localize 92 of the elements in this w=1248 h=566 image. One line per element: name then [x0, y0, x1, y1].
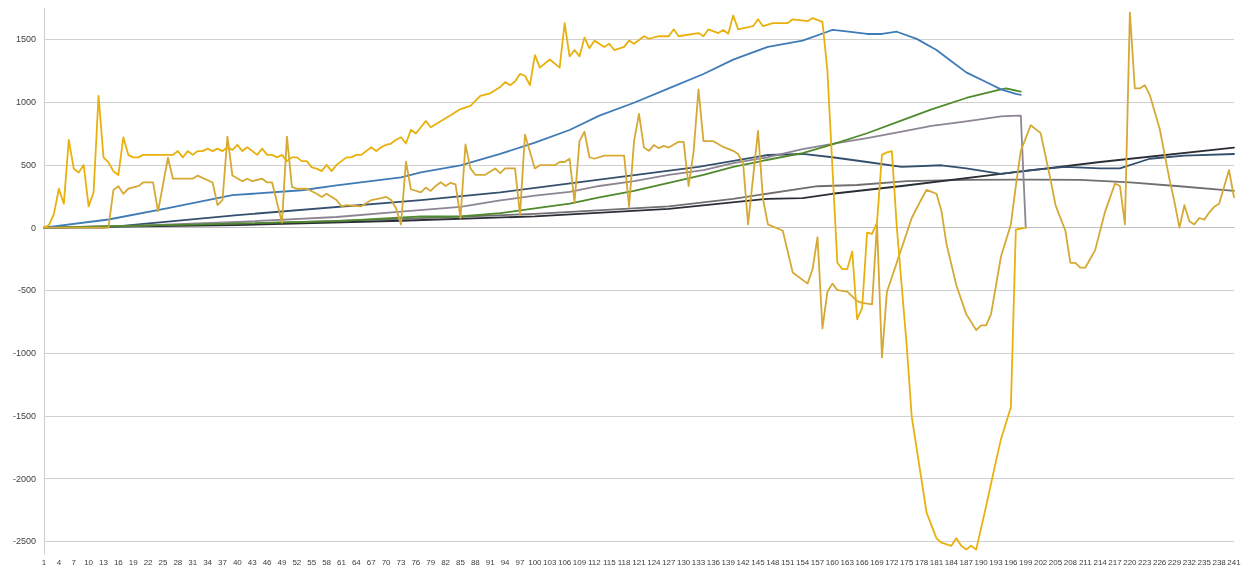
y-tick-label: 1500: [15, 34, 36, 45]
x-tick-label: 58: [322, 557, 332, 566]
x-tick-label: 202: [1033, 557, 1048, 566]
x-tick-label: 160: [825, 557, 840, 566]
x-tick-label: 85: [456, 557, 466, 566]
x-tick-label: 55: [307, 557, 317, 566]
x-tick-label: 91: [485, 557, 496, 566]
x-tick-label: 28: [173, 557, 183, 566]
x-tick-label: 88: [470, 557, 481, 566]
x-tick-label: 22: [143, 557, 154, 566]
x-tick-label: 19: [128, 557, 139, 566]
x-tick-label: 205: [1048, 557, 1063, 566]
x-tick-label: 214: [1093, 557, 1108, 566]
y-tick-label: -1000: [12, 348, 36, 359]
x-tick-label: 43: [247, 557, 258, 566]
x-tick-label: 181: [929, 557, 944, 566]
x-tick-label: 34: [203, 557, 213, 566]
x-tick-label: 37: [218, 557, 228, 566]
x-tick-label: 52: [292, 557, 302, 566]
x-tick-label: 100: [528, 557, 543, 566]
x-tick-label: 70: [381, 557, 392, 566]
x-tick-label: 193: [989, 557, 1004, 566]
x-tick-label: 124: [647, 557, 662, 566]
x-tick-label: 172: [885, 557, 900, 566]
y-tick-label: -1500: [12, 410, 36, 421]
x-tick-label: 145: [751, 557, 766, 566]
x-tick-label: 4: [56, 557, 62, 566]
x-tick-label: 16: [113, 557, 124, 566]
x-tick-label: 82: [441, 557, 451, 566]
x-tick-label: 238: [1212, 557, 1227, 566]
x-tick-label: 190: [974, 557, 989, 566]
x-tick-label: 232: [1182, 557, 1197, 566]
x-tick-label: 226: [1152, 557, 1167, 566]
x-tick-label: 46: [262, 557, 273, 566]
x-tick-label: 211: [1078, 557, 1093, 566]
x-tick-label: 67: [366, 557, 377, 566]
x-tick-label: 106: [557, 557, 572, 566]
x-tick-label: 217: [1108, 557, 1123, 566]
x-tick-label: 133: [691, 557, 706, 566]
x-tick-label: 220: [1123, 557, 1138, 566]
x-tick-label: 184: [944, 557, 959, 566]
x-tick-label: 139: [721, 557, 736, 566]
y-tick-label: 0: [30, 222, 36, 233]
x-tick-label: 97: [515, 557, 525, 566]
x-tick-label: 241: [1227, 557, 1242, 566]
x-tick-label: 208: [1063, 557, 1078, 566]
x-tick-label: 157: [810, 557, 825, 566]
y-tick-label: -2000: [12, 473, 36, 484]
x-tick-label: 40: [232, 557, 243, 566]
x-tick-label: 235: [1197, 557, 1212, 566]
x-tick-label: 118: [617, 557, 632, 566]
x-tick-label: 229: [1167, 557, 1182, 566]
x-tick-label: 73: [396, 557, 406, 566]
x-tick-label: 154: [795, 557, 810, 566]
x-tick-label: 7: [71, 557, 77, 566]
line-series: [43, 11, 1235, 359]
x-tick-label: 175: [900, 557, 914, 566]
x-tick-label: 13: [99, 557, 109, 566]
x-tick-label: 109: [572, 557, 587, 566]
x-tick-label: 151: [781, 557, 795, 566]
x-tick-label: 64: [351, 557, 362, 566]
x-tick-label: 121: [632, 557, 647, 566]
line-series: [43, 14, 1027, 551]
x-tick-label: 10: [84, 557, 94, 566]
x-tick-label: 166: [855, 557, 870, 566]
y-tick-label: 1000: [15, 97, 36, 108]
y-tick-label: -2500: [12, 536, 36, 547]
x-tick-label: 163: [840, 557, 855, 566]
x-tick-label: 61: [337, 557, 347, 566]
x-tick-label: 49: [277, 557, 287, 566]
x-tick-label: 169: [870, 557, 885, 566]
x-tick-label: 196: [1004, 557, 1019, 566]
y-tick-label: -500: [17, 285, 36, 296]
x-tick-label: 136: [706, 557, 721, 566]
x-tick-label: 199: [1019, 557, 1033, 566]
y-tick-label: 500: [20, 159, 36, 170]
x-tick-label: 130: [676, 557, 691, 566]
x-tick-label: 127: [662, 557, 676, 566]
x-tick-label: 1: [41, 557, 47, 566]
x-tick-label: 223: [1138, 557, 1152, 566]
x-tick-label: 79: [426, 557, 436, 566]
x-tick-label: 148: [766, 557, 781, 566]
x-tick-label: 94: [500, 557, 511, 566]
x-tick-label: 31: [188, 557, 198, 566]
x-tick-label: 25: [158, 557, 168, 566]
x-tick-label: 103: [543, 557, 557, 566]
x-tick-label: 187: [959, 557, 974, 566]
x-tick-label: 76: [411, 557, 421, 566]
x-tick-label: 112: [587, 557, 602, 566]
x-tick-label: 142: [736, 557, 751, 566]
x-tick-label: 115: [602, 557, 617, 566]
x-tick-label: 178: [914, 557, 929, 566]
